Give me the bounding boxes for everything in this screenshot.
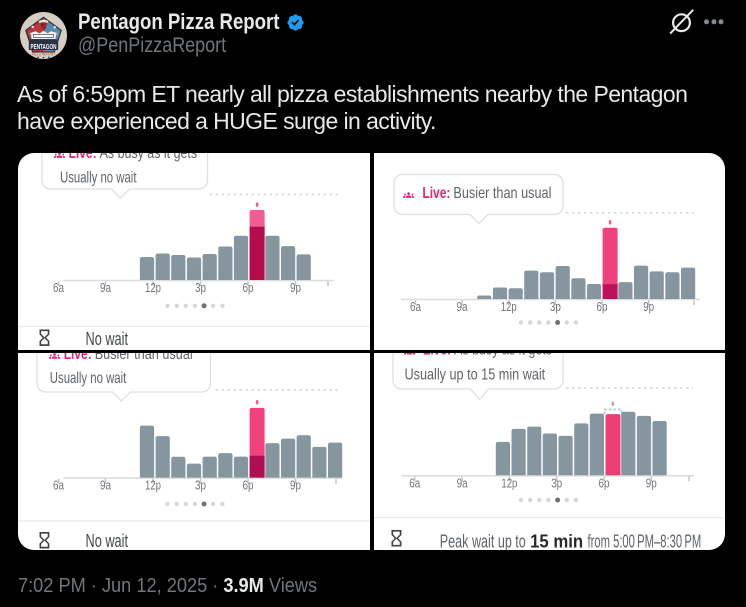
svg-text:9p: 9p	[643, 299, 654, 314]
svg-text:3p: 3p	[195, 280, 206, 295]
svg-text:15 min: 15 min	[530, 530, 583, 550]
svg-text:9p: 9p	[290, 478, 301, 493]
svg-text:12p: 12p	[145, 478, 161, 493]
svg-text:9a: 9a	[100, 478, 112, 493]
svg-text:Busier than usual: Busier than usual	[94, 353, 192, 363]
svg-text:12p: 12p	[145, 280, 161, 295]
svg-text:9a: 9a	[100, 280, 112, 295]
svg-text:Peak wait up to: Peak wait up to	[440, 530, 526, 550]
svg-text:3p: 3p	[550, 299, 561, 314]
svg-text:6p: 6p	[242, 478, 253, 493]
svg-text:PIZZA REPORT: PIZZA REPORT	[32, 51, 56, 57]
svg-text:3p: 3p	[551, 475, 562, 490]
svg-text:6p: 6p	[599, 475, 610, 490]
svg-text:Busier than usual: Busier than usual	[453, 184, 551, 201]
svg-text:Usually up to 15 min wait: Usually up to 15 min wait	[405, 366, 546, 383]
svg-text:12p: 12p	[501, 475, 517, 490]
svg-text:PENTAGON: PENTAGON	[31, 42, 57, 51]
svg-text:9a: 9a	[457, 299, 469, 314]
svg-text:9a: 9a	[457, 475, 469, 490]
svg-text:6a: 6a	[409, 475, 421, 490]
svg-text:No wait: No wait	[85, 530, 128, 550]
svg-text:6a: 6a	[53, 280, 65, 295]
svg-text:Usually no wait: Usually no wait	[60, 169, 137, 186]
svg-text:9p: 9p	[290, 280, 301, 295]
svg-text:Live:: Live:	[63, 353, 91, 363]
svg-text:6a: 6a	[53, 478, 65, 493]
svg-text:6a: 6a	[410, 299, 422, 314]
svg-text:6p: 6p	[242, 280, 253, 295]
svg-text:3p: 3p	[195, 478, 206, 493]
svg-text:Usually no wait: Usually no wait	[49, 370, 126, 387]
svg-text:Live:: Live:	[422, 184, 450, 201]
svg-text:9p: 9p	[646, 475, 657, 490]
svg-text:No wait: No wait	[85, 328, 128, 349]
svg-text:Live:: Live:	[423, 353, 451, 359]
svg-text:Live:: Live:	[68, 153, 96, 162]
svg-text:12p: 12p	[501, 299, 517, 314]
svg-text:As busy as it gets: As busy as it gets	[454, 353, 552, 359]
svg-text:As busy as it gets: As busy as it gets	[99, 153, 197, 162]
svg-text:6p: 6p	[597, 299, 608, 314]
svg-text:from 5:00 PM–8:30 PM: from 5:00 PM–8:30 PM	[588, 530, 702, 550]
